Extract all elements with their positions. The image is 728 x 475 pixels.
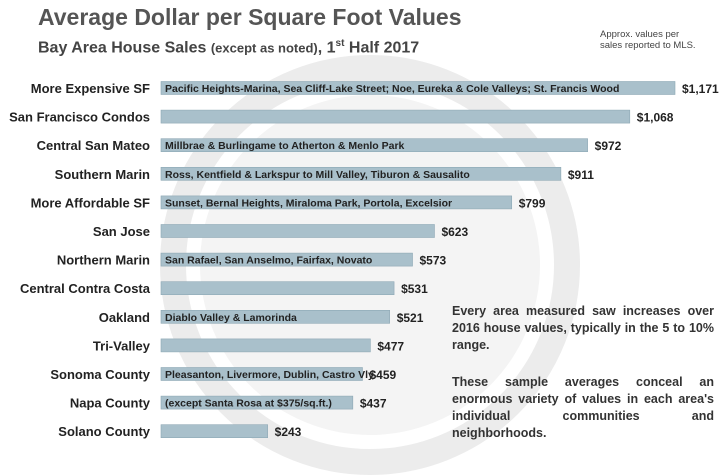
value-label: $911	[568, 168, 594, 182]
category-label: Central Contra Costa	[20, 281, 151, 296]
note-line-1: Approx. values per	[600, 29, 680, 40]
bar	[160, 367, 363, 381]
value-label: $799	[519, 196, 546, 210]
commentary-paragraph-2: These sample averages conceal an enormou…	[452, 375, 714, 440]
value-label: $521	[397, 311, 424, 325]
category-label: Southern Marin	[55, 167, 150, 182]
bar-inner-label: Ross, Kentfield & Larkspur to Mill Valle…	[165, 169, 470, 181]
value-label: $243	[275, 425, 302, 439]
category-label: More Affordable SF	[31, 195, 150, 210]
category-label: San Jose	[93, 224, 150, 239]
value-label: $623	[441, 225, 468, 239]
bar	[160, 81, 676, 95]
bar-inner-label: Pacific Heights-Marina, Sea Cliff-Lake S…	[165, 83, 619, 95]
category-label: Solano County	[58, 424, 150, 439]
bar-inner-label: Diablo Valley & Lamorinda	[165, 312, 297, 324]
category-label: Sonoma County	[50, 367, 150, 382]
bar-chart: More Expensive SF Pacific Heights-Marina,…	[9, 81, 719, 439]
category-label: Tri-Valley	[93, 338, 151, 353]
value-label: $573	[420, 254, 447, 268]
bar	[160, 395, 354, 410]
value-label: $437	[360, 397, 387, 411]
bar	[160, 252, 413, 267]
commentary-paragraph-1: Every area measured saw increases over 2…	[452, 304, 714, 352]
bar-inner-label: San Rafael, San Anselmo, Fairfax, Novato	[165, 255, 372, 267]
category-label: Central San Mateo	[37, 138, 150, 153]
value-label: $972	[595, 139, 622, 153]
bar	[160, 281, 395, 296]
value-label: $477	[377, 339, 404, 353]
chart-title: Average Dollar per Square Foot Values	[38, 4, 462, 30]
source-note: Approx. values per sales reported to MLS…	[600, 29, 720, 51]
value-label: $459	[369, 368, 396, 382]
category-label: San Francisco Condos	[9, 110, 150, 125]
bar	[160, 109, 631, 124]
subtitle-end: Half 2017	[344, 39, 420, 57]
bar	[160, 424, 268, 439]
bar	[160, 138, 588, 152]
note-line-2: sales reported to MLS.	[600, 40, 696, 51]
category-label: Oakland	[99, 310, 150, 325]
chart-subtitle: Bay Area House Sales (except as noted), …	[38, 38, 419, 57]
subtitle-paren: (except as noted)	[210, 40, 318, 56]
bar	[160, 338, 371, 353]
bar-inner-label: Sunset, Bernal Heights, Miraloma Park, P…	[165, 197, 452, 209]
bar	[160, 195, 513, 210]
bar-inner-label: (except Santa Rosa at $375/sq.ft.)	[165, 398, 332, 410]
subtitle-main: Bay Area House Sales	[38, 39, 211, 57]
subtitle-sup: st	[335, 38, 345, 49]
value-label: $531	[401, 282, 428, 296]
bar-inner-label: Pleasanton, Livermore, Dublin, Castro Vl…	[165, 369, 374, 381]
category-label: Napa County	[70, 396, 151, 411]
bar	[160, 309, 390, 324]
subtitle-suffix: , 1	[317, 39, 336, 57]
bar-inner-label: Millbrae & Burlingame to Atherton & Menl…	[165, 140, 405, 152]
bar	[160, 167, 562, 181]
value-label: $1,171	[682, 82, 719, 96]
value-label: $1,068	[637, 111, 674, 125]
category-label: More Expensive SF	[31, 81, 150, 96]
bar	[160, 224, 435, 238]
category-label: Northern Marin	[57, 253, 150, 268]
